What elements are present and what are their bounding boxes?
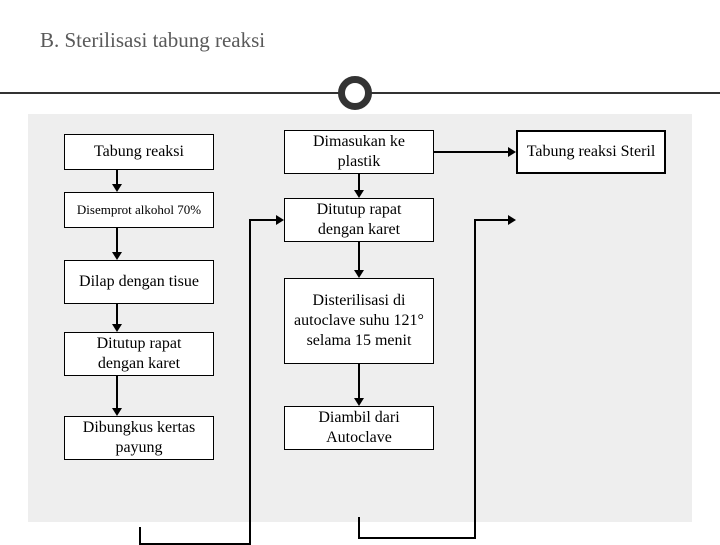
flow-node-n9: Diambil dari Autoclave (284, 406, 434, 450)
circle-ornament (338, 76, 372, 110)
flow-node-n3: Dilap dengan tisue (64, 260, 214, 304)
arrow-down (111, 170, 123, 192)
flow-node-n6: Dimasukan ke plastik (284, 130, 434, 174)
arrow-down (353, 242, 365, 278)
flow-node-n1: Tabung reaksi (64, 134, 214, 170)
arrow-down (353, 174, 365, 198)
flow-node-n4: Ditutup rapat dengan karet (64, 332, 214, 376)
arrow-down (111, 228, 123, 260)
flow-node-n8: Disterilisasi di autoclave suhu 121° sel… (284, 278, 434, 364)
flow-node-n10: Tabung reaksi Steril (516, 130, 666, 174)
flow-node-n7: Ditutup rapat dengan karet (284, 198, 434, 242)
arrow-down (353, 364, 365, 406)
arrow-right (434, 146, 516, 158)
flow-node-n2: Disemprot alkohol 70% (64, 192, 214, 228)
flow-node-n5: Dibungkus kertas payung (64, 416, 214, 460)
arrow-down (111, 376, 123, 416)
page-title: B. Sterilisasi tabung reaksi (40, 28, 680, 53)
arrow-down (111, 304, 123, 332)
